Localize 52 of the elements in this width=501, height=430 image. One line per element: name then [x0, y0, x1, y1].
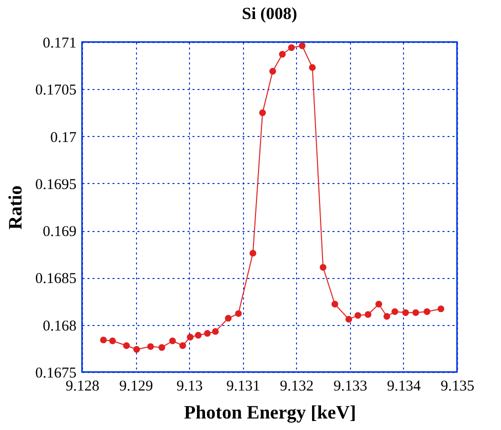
point — [186, 334, 194, 340]
y-axis-title: Ratio — [5, 185, 26, 230]
y-tick-label: 0.171 — [42, 36, 76, 52]
point — [279, 50, 286, 58]
point — [235, 310, 242, 317]
x-tick-label: 9.132 — [280, 378, 314, 394]
y-tick-label: 0.169 — [42, 224, 76, 240]
point — [298, 42, 306, 50]
point — [259, 109, 266, 116]
point — [345, 316, 352, 323]
point — [375, 300, 382, 308]
point — [123, 342, 130, 349]
x-tick-label: 9.134 — [387, 378, 422, 394]
point — [250, 250, 256, 257]
point — [133, 346, 140, 353]
point — [438, 305, 444, 312]
point — [309, 64, 316, 71]
x-tick-label: 9.13 — [176, 378, 203, 394]
point — [269, 68, 276, 75]
point — [392, 308, 398, 316]
point — [412, 309, 420, 316]
point — [179, 342, 186, 349]
point — [288, 44, 295, 52]
y-tick-label: 0.1705 — [35, 82, 76, 99]
x-tick-label: 9.135 — [440, 378, 474, 394]
point — [320, 264, 326, 271]
point — [169, 338, 176, 344]
point — [109, 338, 116, 344]
chart-title: Si (008) — [242, 4, 298, 23]
x-tick-label: 9.133 — [333, 378, 368, 394]
x-tick-label: 9.131 — [226, 378, 260, 394]
point — [224, 314, 232, 322]
point — [194, 332, 202, 339]
y-tick-label: 0.1685 — [35, 271, 76, 288]
point — [100, 336, 107, 344]
point — [158, 344, 166, 351]
point — [204, 330, 211, 337]
point — [364, 311, 372, 318]
point — [424, 308, 430, 316]
point — [402, 309, 409, 316]
point — [383, 313, 390, 320]
y-tick-label: 0.168 — [42, 318, 76, 334]
y-tick-label: 0.1695 — [35, 176, 76, 193]
x-tick-label: 9.128 — [66, 378, 100, 394]
point — [147, 343, 154, 350]
x-axis-title: Photon Energy [keV] — [184, 402, 356, 424]
x-tick-label: 9.129 — [119, 378, 153, 394]
y-tick-label: 0.1675 — [35, 366, 76, 382]
point — [354, 312, 362, 319]
point — [212, 328, 219, 335]
y-tick-label: 0.17 — [50, 130, 77, 146]
point — [332, 300, 338, 308]
